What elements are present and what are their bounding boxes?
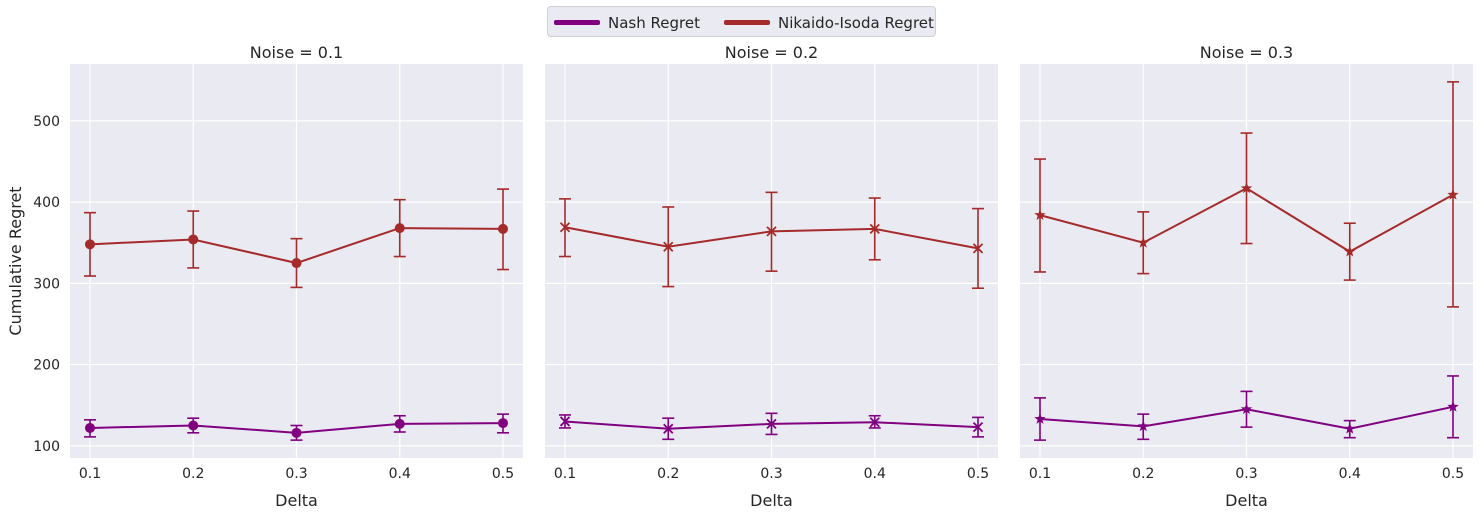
data-point	[498, 418, 508, 429]
data-point	[766, 418, 777, 430]
data-point	[766, 226, 777, 237]
x-tick-label: 0.3	[1235, 466, 1257, 482]
x-tick-label: 0.2	[657, 466, 679, 482]
x-axis-label: Delta	[275, 491, 318, 510]
data-point	[1240, 403, 1253, 415]
x-tick-label: 0.3	[285, 466, 307, 482]
y-tick-label: 400	[33, 195, 60, 211]
data-point	[1240, 182, 1253, 194]
legend-label-nash: Nash Regret	[608, 13, 700, 32]
data-point	[559, 222, 571, 233]
x-tick-label: 0.5	[967, 466, 989, 482]
data-point	[1137, 420, 1149, 432]
data-point	[1447, 188, 1459, 200]
data-point	[869, 417, 880, 428]
data-point	[498, 223, 508, 234]
y-tick-label: 500	[33, 114, 60, 130]
data-point	[972, 243, 984, 254]
x-axis-label: Delta	[750, 491, 793, 510]
series-nash	[1034, 375, 1459, 441]
data-point	[188, 420, 199, 431]
panel-1: 100 200 300 400 500 0.1 0.2 0.3 0.4 0.5 Noise = 0.…	[6, 43, 523, 510]
x-tick-label: 0.5	[1442, 466, 1464, 482]
series-nikaido-isoda	[559, 191, 984, 290]
panel-title: Noise = 0.3	[1200, 43, 1293, 62]
data-point	[1137, 236, 1149, 248]
x-tick-label: 0.4	[389, 466, 411, 482]
data-point	[1034, 209, 1046, 220]
data-point	[663, 423, 674, 434]
y-axis-label: Cumulative Regret	[6, 186, 25, 335]
x-tick-label: 0.2	[182, 466, 204, 482]
data-point	[1344, 245, 1356, 257]
data-point	[1447, 400, 1459, 412]
data-point	[394, 223, 405, 234]
legend-entry-nash: Nash Regret	[554, 7, 700, 38]
y-tick-label: 200	[33, 358, 60, 374]
data-point	[85, 239, 95, 250]
x-tick-label: 0.2	[1132, 466, 1154, 482]
x-tick-label: 0.1	[554, 466, 576, 482]
y-tick-label: 300	[33, 276, 60, 292]
data-point	[291, 427, 302, 438]
data-point	[1344, 422, 1356, 434]
series-nikaido-isoda	[1034, 81, 1459, 308]
panel-title: Noise = 0.2	[725, 43, 818, 62]
data-point	[663, 241, 674, 252]
data-point	[559, 416, 571, 427]
series-nikaido-isoda	[84, 188, 509, 289]
legend-entry-nikaido-isoda: Nikaido-Isoda Regret	[724, 7, 934, 38]
data-point	[394, 418, 405, 429]
series-nash	[559, 412, 984, 441]
legend: Nash Regret Nikaido-Isoda Regret	[547, 6, 936, 37]
data-point	[291, 258, 302, 269]
data-point	[188, 234, 199, 245]
legend-swatch-nash	[554, 20, 600, 25]
panel-2: 0.1 0.2 0.3 0.4 0.5 Noise = 0.2 Delta	[545, 43, 998, 510]
panel-3: 0.1 0.2 0.3 0.4 0.5 Noise = 0.3 Delta	[1020, 43, 1473, 510]
x-tick-label: 0.4	[864, 466, 886, 482]
x-tick-label: 0.4	[1339, 466, 1361, 482]
data-point	[972, 421, 984, 433]
panel-title: Noise = 0.1	[250, 43, 343, 62]
x-tick-label: 0.1	[1029, 466, 1051, 482]
legend-swatch-nikaido-isoda	[724, 20, 770, 25]
legend-label-nikaido-isoda: Nikaido-Isoda Regret	[778, 13, 934, 32]
x-tick-label: 0.5	[492, 466, 514, 482]
data-point	[85, 422, 95, 433]
y-tick-label: 100	[33, 439, 60, 455]
data-point	[869, 223, 880, 235]
data-point	[1034, 413, 1046, 424]
x-tick-label: 0.1	[79, 466, 101, 482]
x-tick-label: 0.3	[760, 466, 782, 482]
x-axis-label: Delta	[1225, 491, 1268, 510]
series-nash	[84, 413, 509, 441]
